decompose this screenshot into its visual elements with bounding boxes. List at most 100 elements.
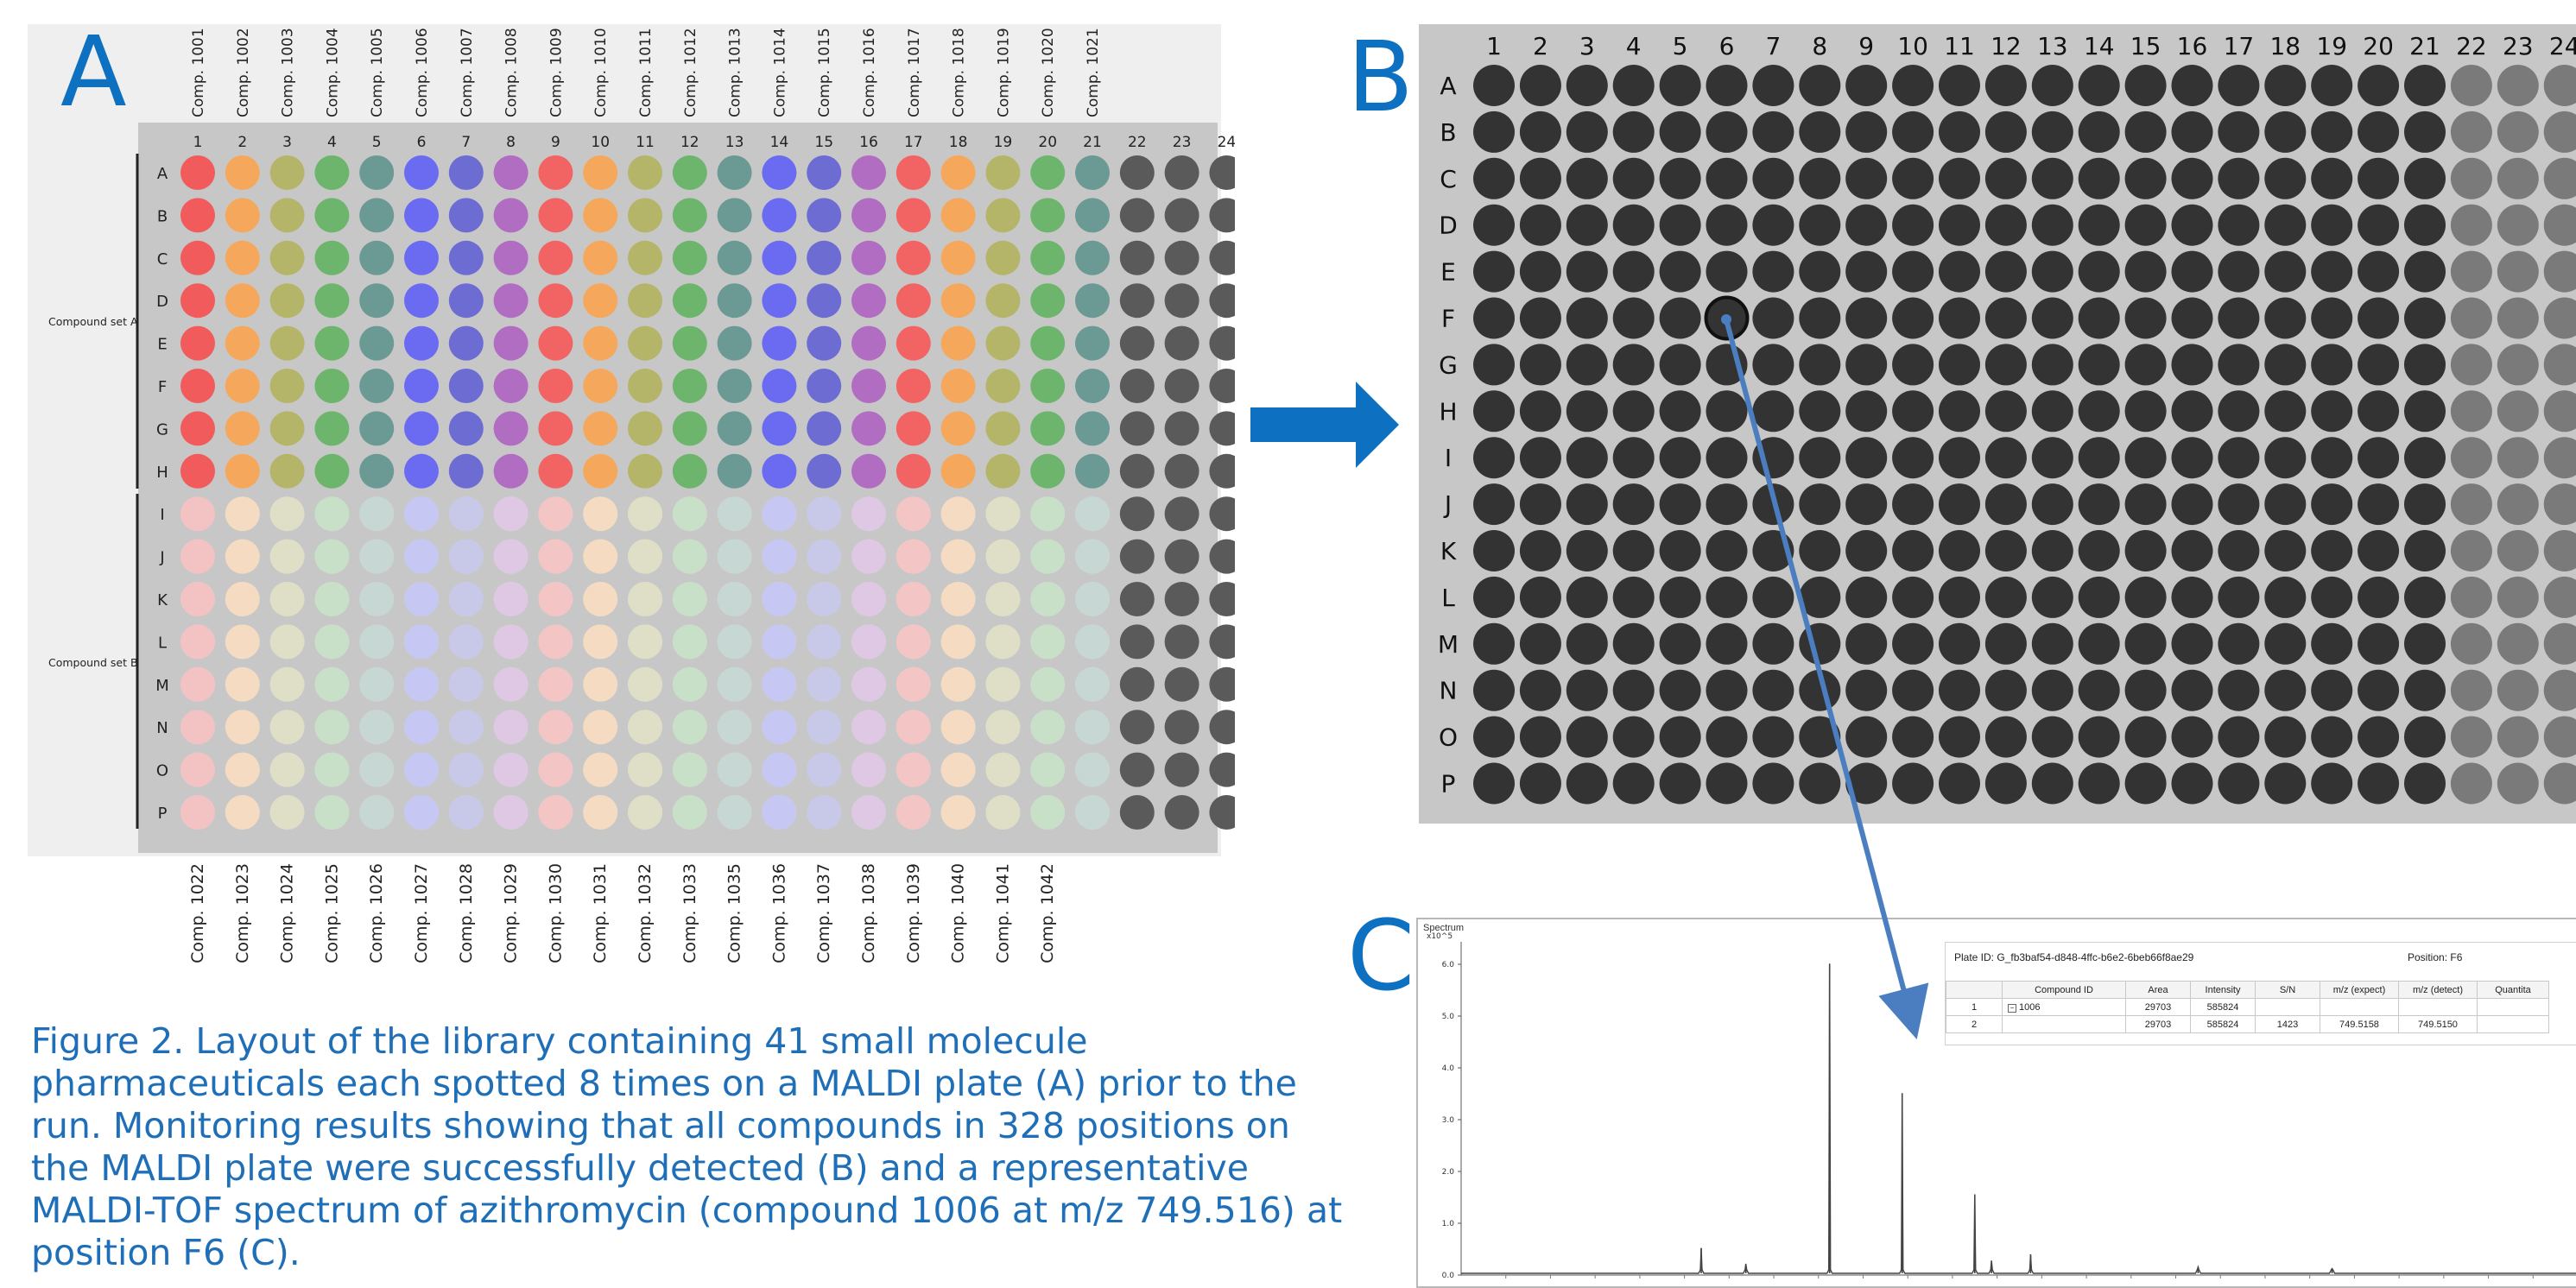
plate-b-well[interactable] (2543, 622, 2576, 665)
plate-b-well[interactable] (2031, 110, 2073, 153)
plate-b-well[interactable] (1706, 157, 1748, 199)
plate-b-well[interactable] (1566, 204, 1608, 246)
plate-b-well[interactable] (1659, 762, 1701, 805)
plate-b-well[interactable] (1519, 157, 1561, 199)
col-header-mz-expect[interactable]: m/z (expect) (2320, 981, 2399, 999)
plate-b-well[interactable] (2031, 390, 2073, 432)
plate-b-well[interactable] (2311, 716, 2353, 758)
plate-b-well[interactable] (1752, 437, 1794, 479)
plate-b-well[interactable] (2124, 622, 2167, 665)
plate-b-well[interactable] (2171, 204, 2213, 246)
plate-b-well[interactable] (2078, 669, 2120, 711)
plate-b-well[interactable] (1612, 622, 1655, 665)
plate-b-well[interactable] (1659, 437, 1701, 479)
plate-b-well[interactable] (2543, 669, 2576, 711)
plate-b-well[interactable] (1799, 530, 1841, 571)
plate-b-well[interactable] (1892, 483, 1934, 526)
plate-b-well[interactable] (1799, 157, 1841, 199)
plate-b-well[interactable] (1473, 576, 1515, 618)
plate-b-well[interactable] (1752, 622, 1794, 665)
plate-b-well[interactable] (2311, 762, 2353, 805)
plate-b-well[interactable] (1473, 530, 1515, 571)
plate-b-well[interactable] (2450, 157, 2492, 199)
plate-b-well[interactable] (1566, 344, 1608, 386)
plate-b-well[interactable] (2543, 483, 2576, 526)
plate-b-well[interactable] (1612, 157, 1655, 199)
plate-b-well[interactable] (2311, 576, 2353, 618)
plate-b-well[interactable] (2404, 622, 2446, 665)
plate-b-well[interactable] (1473, 390, 1515, 432)
plate-b-well[interactable] (2358, 344, 2400, 386)
plate-b-well[interactable] (1612, 483, 1655, 526)
plate-b-well[interactable] (1939, 622, 1980, 665)
plate-b-well[interactable] (1799, 669, 1841, 711)
table-row[interactable]: 2 29703 585824 1423 749.5158 749.5150 (1946, 1015, 2549, 1033)
plate-b-well[interactable] (1845, 390, 1888, 432)
plate-b-well[interactable] (2124, 437, 2167, 479)
plate-b-well[interactable] (2124, 716, 2167, 758)
plate-b-well[interactable] (1706, 437, 1748, 479)
plate-b-well[interactable] (1984, 669, 2027, 711)
plate-b-well[interactable] (1984, 157, 2027, 199)
plate-b-well[interactable] (1566, 390, 1608, 432)
plate-b-well[interactable] (1706, 204, 1748, 246)
plate-b-well[interactable] (1659, 530, 1701, 571)
plate-b-well[interactable] (1473, 622, 1515, 665)
plate-b-well[interactable] (2543, 157, 2576, 199)
plate-b-well[interactable] (1659, 390, 1701, 432)
plate-b-well[interactable] (2311, 344, 2353, 386)
plate-b-well[interactable] (2078, 716, 2120, 758)
plate-b-well[interactable] (1892, 297, 1934, 339)
plate-b-well[interactable] (2124, 250, 2167, 293)
plate-b-well[interactable] (1566, 297, 1608, 339)
plate-b-well[interactable] (1752, 110, 1794, 153)
plate-b-well[interactable] (1473, 716, 1515, 758)
plate-b-well[interactable] (1892, 437, 1934, 479)
plate-b-well[interactable] (2404, 297, 2446, 339)
plate-b-well[interactable] (1845, 65, 1888, 106)
plate-b-well[interactable] (2497, 622, 2539, 665)
plate-b-well[interactable] (2497, 204, 2539, 246)
plate-b-well[interactable] (2450, 669, 2492, 711)
plate-b-well[interactable] (2543, 204, 2576, 246)
plate-b-well[interactable] (2078, 530, 2120, 571)
plate-b-well[interactable] (1473, 762, 1515, 805)
plate-b-well[interactable] (1612, 344, 1655, 386)
plate-b-well[interactable] (1845, 622, 1888, 665)
plate-b-well[interactable] (2171, 250, 2213, 293)
plate-b-well[interactable] (2078, 483, 2120, 526)
plate-b-well[interactable] (1473, 157, 1515, 199)
plate-b-well[interactable] (2218, 297, 2260, 339)
plate-b-well[interactable] (1845, 669, 1888, 711)
plate-b-well[interactable] (2218, 669, 2260, 711)
plate-b-well[interactable] (1799, 344, 1841, 386)
plate-b-well[interactable] (1845, 530, 1888, 571)
plate-b-well[interactable] (1799, 622, 1841, 665)
plate-b-well[interactable] (2031, 530, 2073, 571)
plate-b-well[interactable] (2264, 622, 2307, 665)
plate-b-well[interactable] (2311, 390, 2353, 432)
plate-b-well[interactable] (2264, 157, 2307, 199)
plate-b-well[interactable] (2543, 576, 2576, 618)
plate-b-well[interactable] (2264, 297, 2307, 339)
plate-b-well[interactable] (1984, 716, 2027, 758)
plate-b-well[interactable] (1752, 576, 1794, 618)
plate-b-well[interactable] (2358, 437, 2400, 479)
plate-b-well[interactable] (1659, 204, 1701, 246)
plate-b-well[interactable] (2218, 110, 2260, 153)
plate-b-well[interactable] (2078, 390, 2120, 432)
plate-b-well[interactable] (2218, 716, 2260, 758)
plate-b-well[interactable] (2404, 250, 2446, 293)
plate-b-well[interactable] (1659, 576, 1701, 618)
plate-b-well[interactable] (2543, 250, 2576, 293)
plate-b-well[interactable] (1939, 250, 1980, 293)
plate-b-well[interactable] (1519, 65, 1561, 106)
plate-b-well[interactable] (1752, 157, 1794, 199)
plate-b-well[interactable] (1706, 483, 1748, 526)
plate-b-well[interactable] (2124, 204, 2167, 246)
plate-b-well[interactable] (2218, 762, 2260, 805)
plate-b-well[interactable] (2543, 65, 2576, 106)
plate-b-well[interactable] (1659, 65, 1701, 106)
plate-b-well[interactable] (2218, 204, 2260, 246)
plate-b-well[interactable] (1519, 297, 1561, 339)
